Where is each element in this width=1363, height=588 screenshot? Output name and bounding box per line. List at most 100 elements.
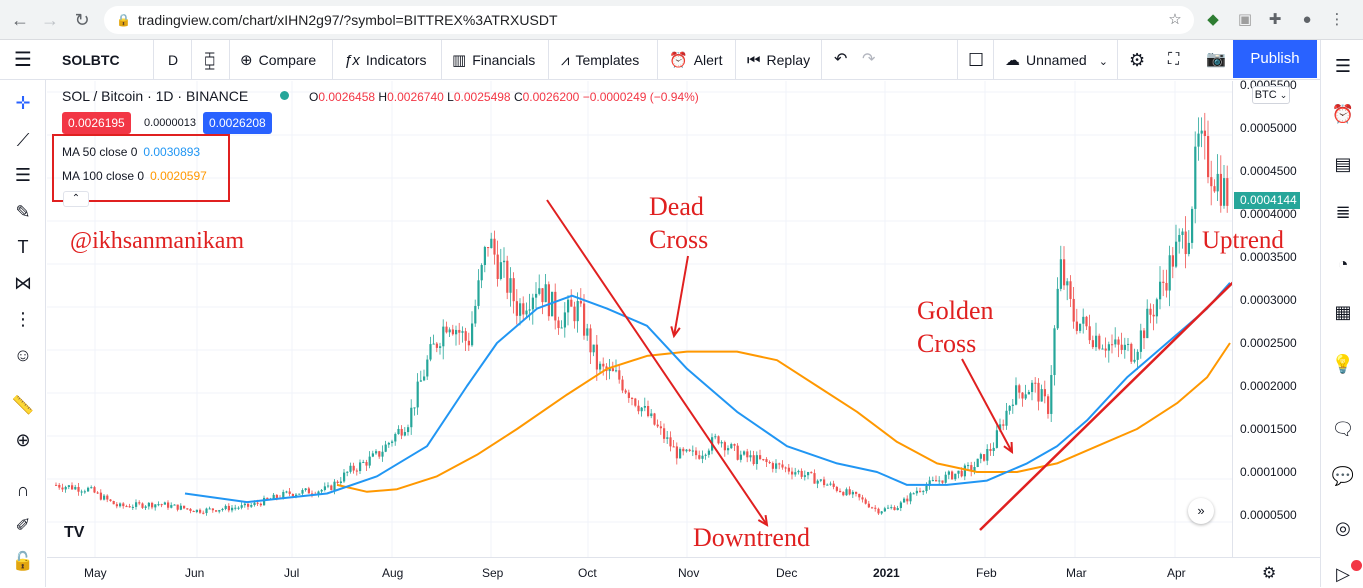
redo-icon[interactable]: ↷ bbox=[862, 51, 876, 68]
candle-body bbox=[458, 329, 461, 333]
star-icon[interactable]: ☆ bbox=[1168, 11, 1182, 28]
pdf-extension-icon[interactable]: ▣ bbox=[1237, 11, 1253, 28]
ma50-legend[interactable]: MA 50 close 0 0.0030893 bbox=[62, 145, 200, 159]
ideas-lightbulb-icon[interactable]: 💡 bbox=[1331, 354, 1355, 374]
indicators-button[interactable]: ƒx Indicators bbox=[338, 40, 433, 80]
publish-button[interactable]: Publish bbox=[1233, 40, 1317, 78]
streams-icon[interactable]: ◎ bbox=[1335, 518, 1351, 538]
symbol-search-button[interactable]: SOLBTC bbox=[62, 52, 120, 68]
lock-icon[interactable]: 🔓 bbox=[11, 551, 35, 571]
candle-body bbox=[925, 485, 928, 492]
candle-body bbox=[301, 490, 304, 494]
candle-body bbox=[826, 484, 829, 486]
horizontal-lines-icon[interactable]: ☰ bbox=[14, 165, 32, 185]
watchlist-icon[interactable]: ☰ bbox=[1334, 56, 1352, 76]
candle-body bbox=[535, 293, 538, 298]
lock-pencil-icon[interactable]: ✐ bbox=[15, 515, 31, 535]
candle-body bbox=[80, 491, 83, 493]
candle-body bbox=[650, 413, 653, 417]
text-icon[interactable]: T bbox=[17, 237, 29, 257]
forward-arrow-icon[interactable]: → bbox=[41, 10, 59, 30]
alarm-icon[interactable]: ⏰ bbox=[1331, 104, 1355, 124]
brush-icon[interactable]: ✎ bbox=[15, 202, 31, 222]
last-price-badge: 0.0004144 bbox=[1234, 192, 1300, 209]
calendar-icon[interactable]: ▦ bbox=[1334, 302, 1352, 322]
candle-body bbox=[263, 497, 266, 506]
ma50-value: 0.0030893 bbox=[143, 145, 201, 159]
compare-button[interactable]: ⊕ Compare bbox=[234, 40, 322, 80]
candle-body bbox=[419, 380, 422, 382]
magnet-icon[interactable]: ∩ bbox=[16, 480, 30, 500]
news-icon[interactable]: ≣ bbox=[1335, 202, 1351, 222]
hotlist-icon[interactable]: ◔ bbox=[1337, 254, 1349, 274]
fullscreen-icon[interactable]: ⛶ bbox=[1168, 51, 1180, 68]
settings-gear-icon[interactable]: ⚙ bbox=[1262, 565, 1277, 582]
candle-body bbox=[576, 301, 579, 322]
candle-body bbox=[1107, 344, 1110, 351]
ma50-line[interactable] bbox=[184, 282, 1231, 504]
candle-body bbox=[346, 471, 349, 473]
replay-button[interactable]: ⏮ Replay bbox=[741, 40, 816, 80]
layout-name-button[interactable]: ☁ Unnamed ⌄ bbox=[999, 40, 1114, 80]
zoom-in-icon[interactable]: ⊕ bbox=[15, 430, 31, 450]
gear-icon[interactable]: ⚙ bbox=[1129, 50, 1146, 70]
ruler-icon[interactable]: 📏 bbox=[11, 395, 35, 415]
candles-icon[interactable]: ⧮ bbox=[204, 50, 216, 70]
kebab-menu-icon[interactable]: ⋮ bbox=[1329, 11, 1345, 28]
open-value: 0.0026458 bbox=[318, 90, 376, 104]
candle-body bbox=[560, 327, 563, 329]
ma100-line[interactable] bbox=[336, 342, 1231, 493]
smiley-icon[interactable]: ☺ bbox=[13, 345, 33, 365]
puzzle-icon[interactable]: ✚ bbox=[1268, 11, 1282, 28]
alert-button[interactable]: ⏰ Alert bbox=[663, 40, 728, 80]
templates-label: Templates bbox=[575, 52, 640, 68]
candle-body bbox=[291, 493, 294, 497]
chat-icon[interactable]: 🗨 bbox=[1331, 419, 1355, 439]
candle-body bbox=[1072, 298, 1075, 322]
candle-body bbox=[1040, 389, 1043, 402]
sell-price-button[interactable]: 0.0026195 bbox=[62, 112, 131, 134]
extension-icon[interactable]: ◆ bbox=[1207, 11, 1219, 28]
back-arrow-icon[interactable]: ← bbox=[11, 10, 29, 30]
templates-button[interactable]: ⩘ Templates bbox=[555, 40, 645, 80]
trend-line-icon[interactable]: ⟋ bbox=[16, 130, 30, 150]
ma100-legend[interactable]: MA 100 close 0 0.0020597 bbox=[62, 169, 207, 183]
pattern-icon[interactable]: ⋈ bbox=[14, 273, 32, 293]
time-axis[interactable] bbox=[47, 557, 1320, 587]
prediction-icon[interactable]: ⋮ bbox=[14, 309, 32, 329]
candle-body bbox=[640, 407, 643, 412]
candle-body bbox=[506, 260, 509, 293]
candle-body bbox=[211, 508, 214, 511]
undo-icon[interactable]: ↶ bbox=[834, 51, 848, 68]
candle-body bbox=[1069, 281, 1072, 299]
drawing-toolbar: ✛ ⟋ ☰ ✎ T ⋈ ⋮ ☺ 📏 ⊕ ∩ ✐ 🔓 bbox=[0, 80, 46, 587]
candle-body bbox=[1219, 173, 1222, 206]
menu-icon[interactable]: ☰ bbox=[14, 49, 32, 71]
candle-body bbox=[304, 488, 307, 491]
currency-selector[interactable]: BTC ⌄ bbox=[1252, 86, 1290, 104]
messages-icon[interactable]: 💬 bbox=[1331, 466, 1355, 486]
interval-button[interactable]: D bbox=[168, 52, 179, 68]
notifications-icon[interactable]: ▷ bbox=[1336, 564, 1350, 584]
candle-body bbox=[1130, 343, 1133, 362]
layout-square-icon[interactable]: ☐ bbox=[968, 50, 985, 70]
buy-price-button[interactable]: 0.0026208 bbox=[203, 112, 272, 134]
address-bar[interactable]: 🔒 tradingview.com/chart/xIHN2g97/?symbol… bbox=[104, 6, 1194, 34]
crosshair-icon[interactable]: ✛ bbox=[15, 93, 31, 113]
chart-symbol-title[interactable]: SOL / Bitcoin · 1D · BINANCE bbox=[62, 88, 249, 104]
price-chart[interactable] bbox=[47, 81, 1232, 557]
financials-button[interactable]: ▥ Financials bbox=[446, 40, 541, 80]
collapse-legend-button[interactable]: ⌃ bbox=[63, 191, 89, 207]
scroll-to-realtime-button[interactable]: » bbox=[1188, 498, 1214, 524]
reload-icon[interactable]: ↻ bbox=[74, 10, 90, 30]
camera-icon[interactable]: 📷 bbox=[1206, 51, 1226, 68]
candle-body bbox=[1053, 328, 1056, 376]
data-window-icon[interactable]: ▤ bbox=[1334, 154, 1352, 174]
price-axis[interactable] bbox=[1232, 81, 1320, 557]
candle-body bbox=[183, 505, 186, 509]
candle-body bbox=[298, 493, 301, 495]
candle-body bbox=[205, 508, 208, 514]
candle-body bbox=[170, 505, 173, 508]
candle-body bbox=[1191, 208, 1194, 243]
profile-icon[interactable]: ● bbox=[1302, 11, 1312, 28]
